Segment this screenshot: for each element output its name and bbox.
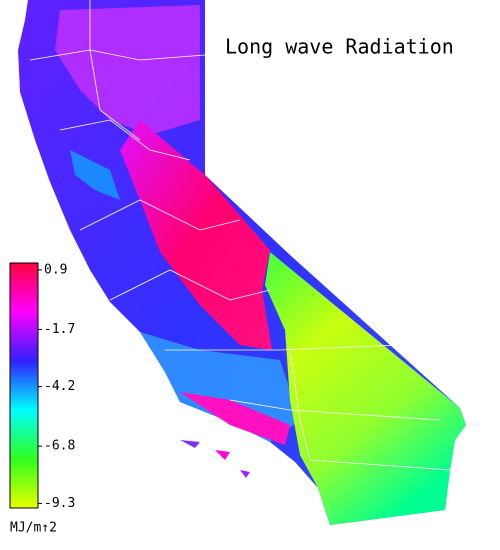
northern-magenta <box>55 5 200 135</box>
county-line <box>289 349 451 471</box>
colorbar-tick-label: 0.9 <box>44 262 67 277</box>
county-line <box>59 119 191 161</box>
county-line <box>29 49 206 61</box>
central-valley <box>120 120 272 350</box>
island <box>240 470 250 478</box>
island <box>215 450 230 460</box>
colorbar-tick-label: -1.7 <box>44 322 75 337</box>
county-line <box>79 199 241 231</box>
la-magenta <box>180 392 290 445</box>
county-line <box>89 0 141 141</box>
colorbar-tick-label: -4.2 <box>44 379 75 394</box>
county-line <box>229 399 441 421</box>
colorbar-tick-label: -6.8 <box>44 439 75 454</box>
island <box>180 440 200 448</box>
map-title: Long wave Radiation <box>225 35 454 59</box>
county-line <box>165 344 401 351</box>
county-line <box>109 269 271 301</box>
desert <box>265 252 466 525</box>
california-map <box>18 0 466 525</box>
coast-cyan <box>70 150 120 200</box>
colorbar <box>9 262 39 509</box>
colorbar-unit: MJ/m↑2 <box>10 521 57 536</box>
colorbar-tick-label: -9.3 <box>44 496 75 511</box>
